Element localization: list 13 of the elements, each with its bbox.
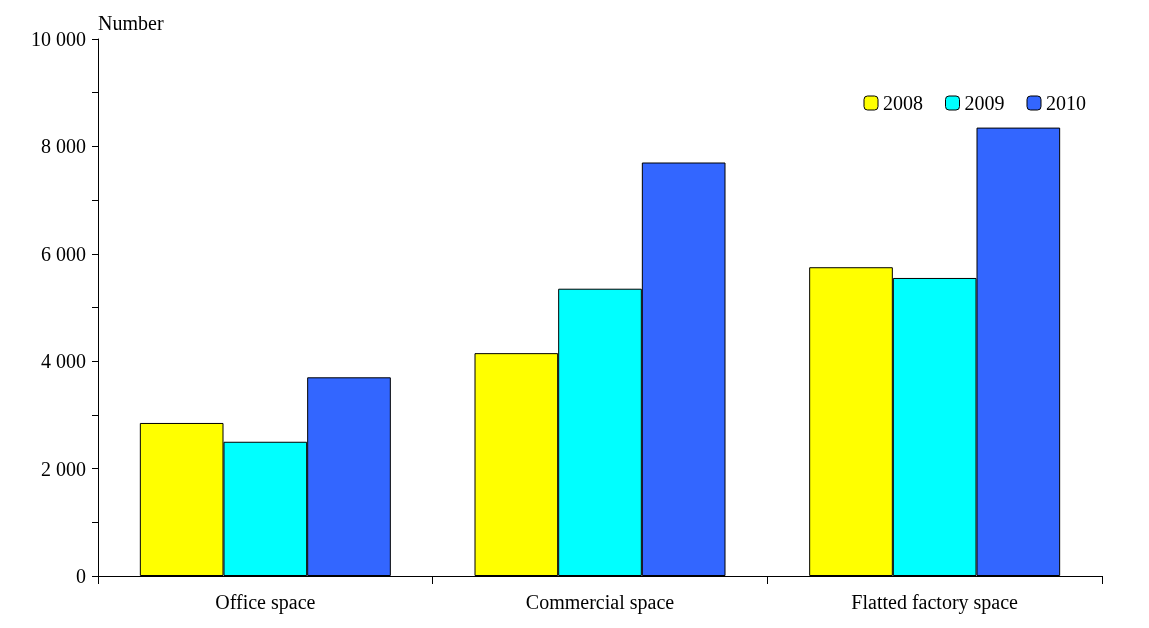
y-axis-title: Number xyxy=(98,12,164,34)
x-tick-label: Office space xyxy=(215,591,316,614)
x-tick-label: Commercial space xyxy=(525,591,675,614)
legend-label: 2008 xyxy=(883,92,923,114)
y-tick-label: 4 000 xyxy=(41,350,86,373)
x-tick-label: Flatted factory space xyxy=(851,591,1019,614)
y-tick-label: 2 000 xyxy=(41,457,86,480)
y-tick-label: 6 000 xyxy=(41,242,86,265)
y-tick-label: 0 xyxy=(76,565,86,587)
y-tick-label: 8 000 xyxy=(41,135,86,158)
legend-label: 2009 xyxy=(964,92,1005,114)
legend-label: 2010 xyxy=(1046,92,1086,114)
y-tick-label: 10 000 xyxy=(31,28,86,50)
